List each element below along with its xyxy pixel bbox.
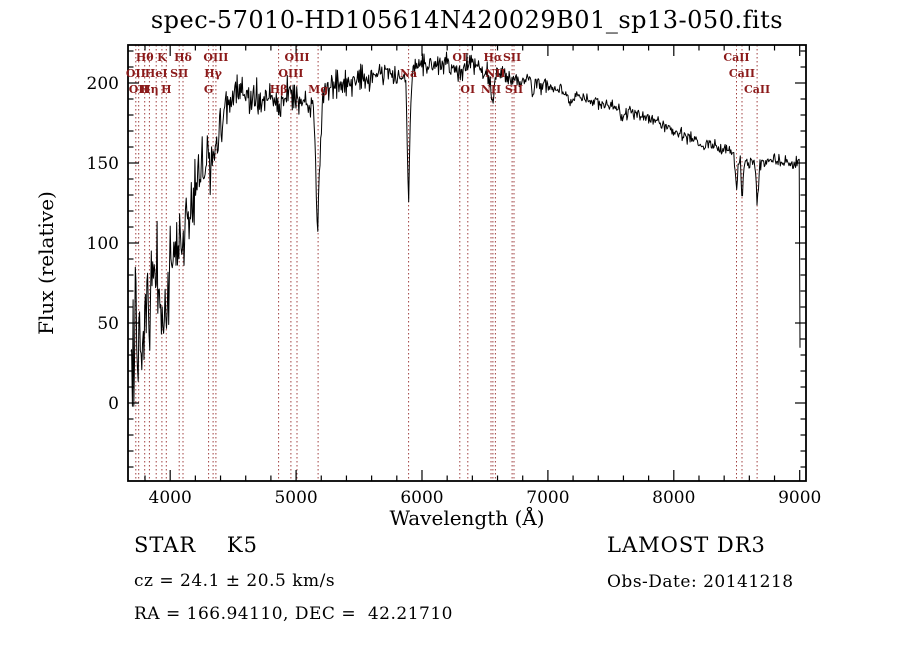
radial-velocity-label: cz = 24.1 ± 20.5 km/s: [134, 571, 336, 591]
spectral-line-label: G: [204, 83, 213, 96]
spectral-line-labels: OII OII Hθ Hη HeI K H SII Hδ G Hγ OIII Hβ OIII OIII Mg N…: [126, 51, 770, 96]
x-tick-label: 5000: [274, 488, 317, 508]
spectral-line-label: OIII: [284, 51, 309, 64]
spectral-line-label: OII: [129, 83, 149, 96]
spectral-line-label: NII: [481, 83, 501, 96]
x-axis-label: Wavelength (Å): [389, 506, 545, 530]
spectral-line-label: Mg: [308, 83, 328, 96]
x-tick-label: 7000: [526, 488, 569, 508]
spectral-line-label: OIII: [203, 51, 228, 64]
survey-release-label: LAMOST DR3: [607, 533, 766, 557]
y-tick-label: 150: [87, 154, 119, 174]
spectral-line-label: OI: [460, 83, 475, 96]
spectral-line-label: OIII: [278, 67, 303, 80]
axes: [127, 44, 807, 482]
x-tick-label: 6000: [400, 488, 443, 508]
x-tick-label: 8000: [652, 488, 695, 508]
spectral-line-label: OI: [452, 51, 467, 64]
spectral-line-label: Hθ: [136, 51, 154, 64]
flux-spectrum: [130, 51, 801, 407]
x-tick-label: 9000: [778, 488, 821, 508]
y-tick-label: 50: [97, 314, 119, 334]
y-tick-label: 0: [108, 394, 119, 414]
spectral-line-label: Na: [400, 67, 417, 80]
ra-dec-label: RA = 166.94110, DEC = 42.21710: [134, 604, 453, 624]
spectral-line-label: SII: [505, 83, 523, 96]
spectral-line-label: NII: [485, 67, 505, 80]
spectral-line-markers: [135, 45, 758, 481]
x-tick-label: 4000: [149, 488, 192, 508]
spectral-line-label: CaII: [744, 83, 770, 96]
spectral-line-label: SII: [170, 67, 188, 80]
y-axis-label: Flux (relative): [34, 191, 58, 335]
spectral-line-label: Hα: [483, 51, 502, 64]
obs-date-label: Obs-Date: 20141218: [607, 572, 794, 592]
spectral-line-label: Hδ: [174, 51, 192, 64]
spectral-line-label: CaII: [729, 67, 755, 80]
y-tick-label: 100: [87, 234, 119, 254]
spectral-line-label: CaII: [723, 51, 749, 64]
plot-frame: [127, 44, 807, 482]
spectral-line-label: K: [157, 51, 167, 64]
plot-title: spec-57010-HD105614N420029B01_sp13-050.f…: [150, 6, 784, 34]
spectral-line-label: H: [161, 83, 171, 96]
spectrum-trace: [130, 51, 801, 407]
spectral-line-label: HeI: [145, 67, 168, 80]
spectral-line-label: OII: [126, 67, 146, 80]
object-class-label: STAR K5: [134, 533, 258, 557]
y-tick-label: 200: [87, 74, 119, 94]
spectral-line-label: SII: [503, 51, 521, 64]
spectral-line-label: Hη: [140, 83, 158, 96]
spectral-line-label: Hγ: [204, 67, 222, 80]
tick-labels: 4000 5000 6000 7000 8000 9000 0 50 100 150 200: [87, 74, 822, 508]
spectral-line-label: Hβ: [270, 83, 288, 96]
